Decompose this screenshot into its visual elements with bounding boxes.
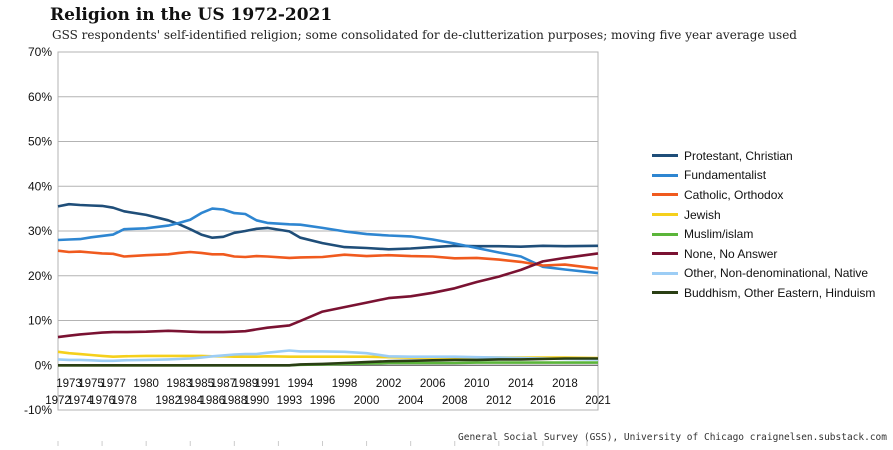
x-tick-label: 1986 <box>199 395 225 407</box>
x-tick-label: 2010 <box>464 378 490 390</box>
legend-swatch <box>652 291 678 295</box>
x-tick-label: 2008 <box>442 395 468 407</box>
x-tick-label: 1983 <box>166 378 192 390</box>
y-tick-label: 50% <box>28 135 52 149</box>
y-tick-label: -10% <box>24 403 52 417</box>
x-tick-label: 1991 <box>255 378 281 390</box>
x-tick-label: 2006 <box>420 378 446 390</box>
y-tick-label: 0% <box>35 358 53 372</box>
x-tick-label: 1993 <box>277 395 303 407</box>
legend-item: Fundamentalist <box>652 166 892 186</box>
legend-label: Protestant, Christian <box>684 148 793 163</box>
x-tick-label: 1996 <box>310 395 336 407</box>
y-tick-label: 10% <box>28 314 52 328</box>
x-tick-label: 2012 <box>486 395 512 407</box>
x-tick-label: 1994 <box>288 378 314 390</box>
x-tick-label: 2021 <box>585 395 611 407</box>
x-tick-label: 1985 <box>188 378 214 390</box>
legend-item: Protestant, Christian <box>652 146 892 166</box>
x-tick-label: 2002 <box>376 378 402 390</box>
y-tick-label: 30% <box>28 224 52 238</box>
x-tick-label: 1974 <box>67 395 93 407</box>
legend-label: Muslim/islam <box>684 227 754 242</box>
legend-swatch <box>652 154 678 158</box>
legend-swatch <box>652 213 678 217</box>
legend-item: Other, Non-denominational, Native <box>652 264 892 284</box>
legend-label: Jewish <box>684 207 721 222</box>
legend-item: Muslim/islam <box>652 224 892 244</box>
x-tick-label: 1978 <box>111 395 137 407</box>
legend-swatch <box>652 252 678 256</box>
x-tick-label: 1988 <box>222 395 248 407</box>
series-line <box>57 207 599 275</box>
y-tick-label: 70% <box>28 45 52 59</box>
y-tick-label: 40% <box>28 179 52 193</box>
source-credit: General Social Survey (GSS), University … <box>458 432 887 443</box>
legend-label: Buddhism, Other Eastern, Hinduism <box>684 285 876 300</box>
x-tick-label: 2004 <box>398 395 424 407</box>
x-tick-label: 1984 <box>177 395 203 407</box>
series-line <box>57 252 599 339</box>
series-line <box>57 249 599 270</box>
legend-label: Other, Non-denominational, Native <box>684 266 869 281</box>
x-tick-label: 1980 <box>133 378 159 390</box>
legend-item: Jewish <box>652 205 892 225</box>
x-tick-label: 1990 <box>244 395 270 407</box>
x-tick-label: 2016 <box>530 395 556 407</box>
x-tick-label: 1973 <box>56 378 82 390</box>
x-tick-label: 2018 <box>552 378 578 390</box>
series-line <box>57 202 599 251</box>
legend-item: Catholic, Orthodox <box>652 185 892 205</box>
legend-item: None, No Answer <box>652 244 892 264</box>
x-tick-label: 1987 <box>211 378 237 390</box>
x-tick-label: 1975 <box>78 378 104 390</box>
series-line <box>58 357 598 367</box>
y-tick-label: 60% <box>28 90 52 104</box>
legend-item: Buddhism, Other Eastern, Hinduism <box>652 283 892 303</box>
x-tick-label: 1982 <box>155 395 181 407</box>
chart-subtitle: GSS respondents' self-identified religio… <box>52 28 797 42</box>
chart-legend: Protestant, Christian Fundamentalist Catho… <box>652 146 892 303</box>
series-line <box>57 349 599 363</box>
legend-swatch <box>652 271 678 275</box>
x-tick-label: 1989 <box>233 378 259 390</box>
x-tick-label: 1998 <box>332 378 358 390</box>
legend-swatch <box>652 173 678 177</box>
x-tick-label: 2000 <box>354 395 380 407</box>
legend-label: None, No Answer <box>684 246 778 261</box>
x-tick-label: 1972 <box>45 395 71 407</box>
legend-label: Fundamentalist <box>684 168 767 183</box>
x-tick-label: 1976 <box>89 395 115 407</box>
legend-swatch <box>652 232 678 236</box>
chart-title: Religion in the US 1972-2021 <box>50 5 333 25</box>
y-tick-label: 20% <box>28 269 52 283</box>
x-tick-label: 1977 <box>100 378 126 390</box>
legend-swatch <box>652 193 678 197</box>
legend-label: Catholic, Orthodox <box>684 187 784 202</box>
x-tick-label: 2014 <box>508 378 534 390</box>
